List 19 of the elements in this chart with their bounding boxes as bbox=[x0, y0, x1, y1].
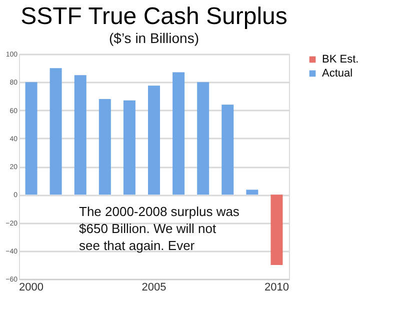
legend-label: Actual bbox=[322, 68, 353, 80]
bar bbox=[50, 68, 62, 195]
x-tick-label: 2000 bbox=[19, 282, 44, 294]
chart-subtitle: ($’s in Billions) bbox=[109, 30, 199, 46]
annotation: The 2000-2008 surplus was $650 Billion. We will not see that again. Ever bbox=[79, 204, 240, 253]
x-tick-label: 2005 bbox=[142, 282, 166, 294]
bar bbox=[148, 86, 160, 195]
bar bbox=[74, 75, 86, 195]
bar bbox=[25, 82, 38, 195]
chart-title: SSTF True Cash Surplus bbox=[20, 3, 288, 30]
bar bbox=[197, 82, 210, 195]
x-tick-label: 2010 bbox=[264, 282, 289, 294]
bar bbox=[123, 100, 136, 195]
legend-label: BK Est. bbox=[322, 54, 359, 66]
bar bbox=[222, 104, 234, 195]
bar bbox=[246, 190, 258, 195]
bar bbox=[270, 194, 283, 265]
bar bbox=[98, 99, 111, 195]
bar bbox=[172, 72, 185, 195]
